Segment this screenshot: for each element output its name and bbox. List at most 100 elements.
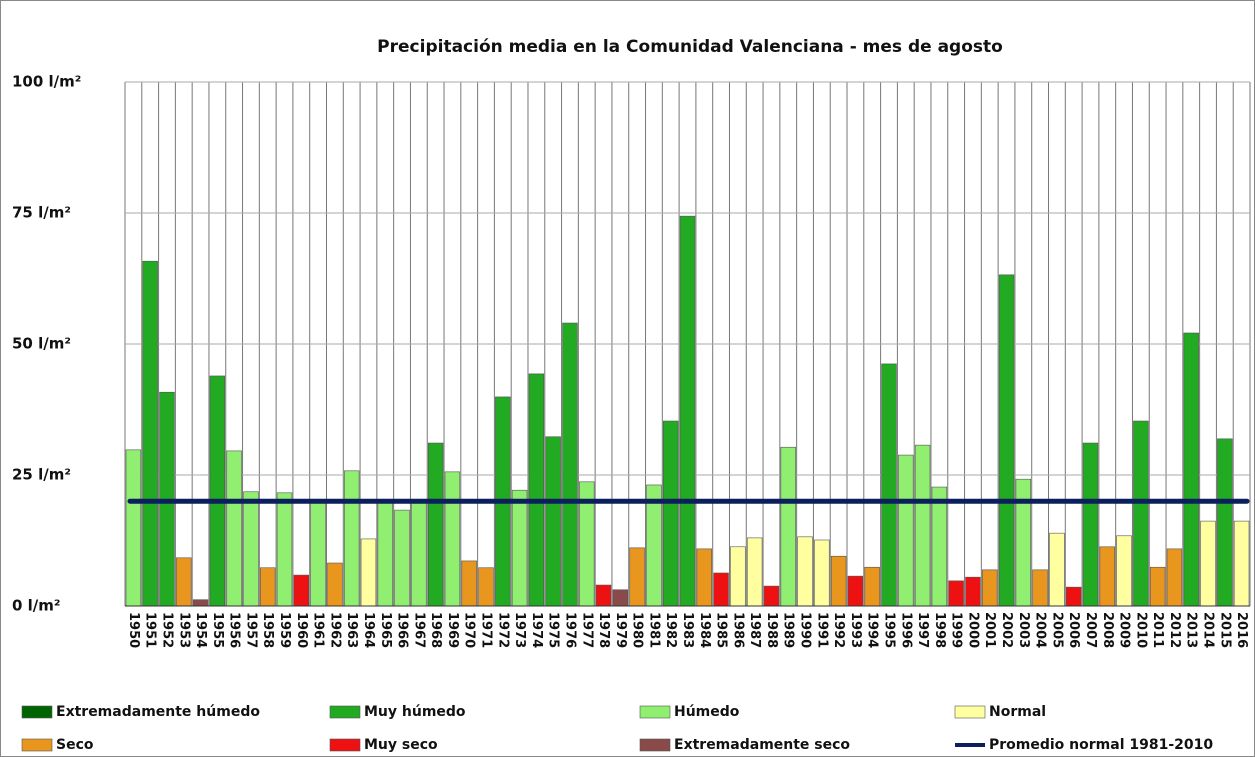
chart-title: Precipitación media en la Comunidad Vale…: [377, 37, 1003, 57]
x-tick-label: 2001: [982, 612, 997, 648]
x-tick-label: 2003: [1016, 612, 1031, 648]
x-tick-label: 1971: [479, 612, 494, 648]
bar: [1183, 332, 1199, 607]
bar: [1149, 566, 1166, 607]
legend-label: Húmedo: [674, 704, 740, 720]
legend-swatch: [21, 705, 53, 719]
legend-swatch: [21, 738, 53, 752]
bar: [562, 322, 578, 607]
x-tick-label: 1996: [898, 612, 913, 648]
x-tick-label: 2012: [1167, 612, 1182, 648]
x-tick-label: 2015: [1217, 612, 1232, 648]
bar: [898, 454, 914, 607]
legend-swatch: [329, 738, 361, 752]
bar: [276, 492, 293, 607]
x-tick-label: 1977: [579, 612, 594, 648]
bar: [427, 442, 444, 607]
bar: [511, 489, 528, 607]
x-tick-label: 1961: [311, 612, 326, 648]
x-tick-label: 1988: [764, 612, 779, 648]
x-tick-label: 2005: [1049, 612, 1064, 648]
bar: [343, 470, 360, 607]
x-tick-label: 1978: [596, 612, 611, 648]
x-tick-label: 2006: [1066, 612, 1081, 648]
bar: [293, 574, 310, 607]
x-tick-label: 2016: [1234, 612, 1249, 648]
bar: [209, 375, 226, 607]
bar: [881, 363, 897, 607]
bar: [394, 509, 410, 607]
bar: [1065, 586, 1082, 607]
x-tick-label: 1981: [646, 612, 661, 648]
bar: [1099, 546, 1115, 607]
bar: [612, 589, 629, 607]
x-tick-label: 2010: [1133, 612, 1148, 648]
y-tick-label: 50 l/m²: [12, 335, 71, 353]
bar: [1032, 569, 1048, 607]
bar: [444, 471, 461, 607]
x-tick-label: 1990: [798, 612, 813, 648]
bar: [1217, 438, 1233, 607]
bar: [864, 566, 880, 607]
x-tick-label: 2013: [1184, 612, 1199, 648]
x-tick-label: 2002: [999, 612, 1014, 648]
x-tick-label: 1975: [546, 612, 561, 648]
bar: [696, 548, 712, 607]
x-tick-label: 1979: [613, 612, 628, 648]
x-tick-label: 1999: [949, 612, 964, 648]
x-tick-label: 1962: [327, 612, 342, 648]
bar: [965, 576, 981, 607]
x-tick-label: 1954: [193, 612, 208, 648]
bar: [914, 444, 931, 607]
bar: [192, 599, 209, 607]
x-tick-label: 2009: [1117, 612, 1132, 648]
x-tick-label: 2014: [1201, 612, 1216, 648]
x-tick-label: 1964: [361, 612, 376, 648]
x-tick-label: 1976: [562, 612, 577, 648]
x-tick-label: 1984: [697, 612, 712, 648]
y-tick-label: 25 l/m²: [12, 466, 71, 484]
x-tick-label: 1965: [378, 612, 393, 648]
bar: [260, 567, 276, 607]
bar: [629, 547, 645, 607]
bar: [545, 436, 561, 607]
x-tick-label: 1963: [344, 612, 359, 648]
x-tick-label: 1995: [881, 612, 896, 648]
bar: [948, 580, 964, 607]
bar: [461, 560, 477, 607]
bar: [360, 538, 377, 607]
x-tick-label: 1966: [395, 612, 410, 648]
x-tick-label: 1980: [630, 612, 645, 648]
x-tick-label: 1970: [462, 612, 477, 648]
bar: [478, 567, 494, 607]
x-tick-label: 1951: [143, 612, 158, 648]
bar: [847, 575, 864, 607]
bar: [528, 373, 545, 607]
y-tick-label: 0 l/m²: [12, 597, 60, 615]
bar: [595, 584, 612, 607]
x-tick-label: 1986: [730, 612, 745, 648]
x-tick-label: 1994: [865, 612, 880, 648]
bar: [982, 569, 998, 607]
bar: [797, 536, 813, 607]
legend-label: Normal: [989, 704, 1046, 720]
x-tick-label: 1983: [680, 612, 695, 648]
legend-swatch: [954, 705, 986, 719]
legend-label: Muy seco: [364, 737, 438, 753]
x-tick-label: 1958: [260, 612, 275, 648]
bar: [1015, 478, 1032, 607]
bar: [1049, 532, 1065, 607]
legend-label: Promedio normal 1981-2010: [989, 737, 1213, 753]
x-tick-label: 1993: [848, 612, 863, 648]
x-tick-label: 1997: [915, 612, 930, 648]
bar: [663, 420, 679, 607]
bar: [763, 585, 780, 607]
x-tick-label: 2004: [1033, 612, 1048, 648]
x-tick-label: 1989: [781, 612, 796, 648]
x-tick-label: 1950: [126, 612, 141, 648]
bar: [377, 501, 393, 607]
x-tick-label: 1982: [663, 612, 678, 648]
bar: [1116, 535, 1132, 607]
bar: [746, 537, 763, 607]
